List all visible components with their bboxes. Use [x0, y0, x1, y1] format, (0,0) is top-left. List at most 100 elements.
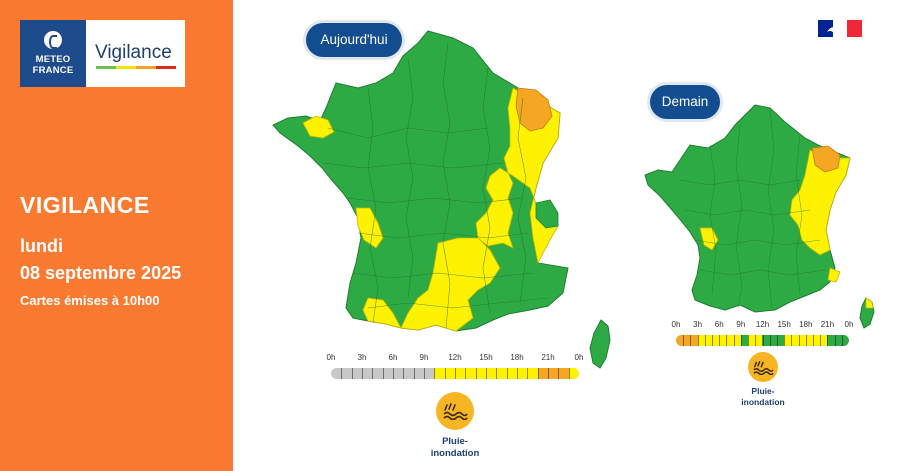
timeline-hour-label: 6h — [714, 320, 724, 329]
page-title: VIGILANCE — [20, 192, 150, 218]
timeline-segment-yellow — [434, 368, 538, 379]
timeline-tick — [740, 335, 742, 346]
timeline-tick — [496, 368, 498, 379]
map-tomorrow-department-borders — [679, 109, 826, 309]
timeline-tomorrow-bar — [676, 335, 849, 346]
tab-today[interactable]: Aujourd'hui — [306, 23, 402, 57]
timeline-tick — [341, 368, 343, 379]
timeline-tick — [558, 368, 560, 379]
map-today-corsica — [589, 319, 611, 369]
logo-text-line2: FRANCE — [32, 65, 74, 76]
map-tomorrow-orange-zone — [811, 145, 841, 173]
timeline-tick — [784, 335, 786, 346]
logo-brand-block: METEO FRANCE — [20, 20, 86, 87]
timeline-hour-label: 0h — [671, 320, 681, 329]
timeline-tick — [712, 335, 714, 346]
timeline-tick — [372, 368, 374, 379]
rain-flood-icon — [436, 392, 474, 430]
timeline-tick — [690, 335, 692, 346]
weekday: lundi — [20, 236, 63, 256]
timeline-tick — [506, 368, 508, 379]
timeline-tomorrow-ticks — [676, 335, 849, 346]
timeline-hour-label: 3h — [693, 320, 703, 329]
timeline-hour-label: 12h — [448, 353, 462, 362]
timeline-segment-green — [740, 335, 749, 346]
timeline-tick — [697, 335, 699, 346]
map-today-green-alps — [535, 199, 559, 229]
timeline-tick — [683, 335, 685, 346]
timeline-tick — [798, 335, 800, 346]
timeline-segment-orange — [676, 335, 698, 346]
timeline-segment-orange — [537, 368, 569, 379]
map-today-yellow-vendee — [355, 207, 384, 249]
timeline-tick — [769, 335, 771, 346]
meteo-france-logo[interactable]: METEO FRANCE Vigilance — [20, 20, 185, 87]
map-today-regions — [272, 30, 611, 369]
french-republic-flag-icon — [818, 20, 862, 37]
timeline-tick — [486, 368, 487, 379]
timeline-tick — [805, 335, 807, 346]
map-tomorrow[interactable] — [640, 100, 880, 340]
map-tomorrow-regions — [644, 104, 875, 329]
timeline-tick — [548, 368, 549, 379]
map-tomorrow-yellow-south — [827, 267, 841, 283]
timeline-tick — [726, 335, 728, 346]
timeline-hour-label: 15h — [479, 353, 493, 362]
hazard-tomorrow-label-line2: inondation — [741, 397, 785, 407]
timeline-tick — [776, 335, 778, 346]
map-today-yellow-brittany — [302, 115, 335, 139]
timeline-hour-label: 6h — [388, 353, 398, 362]
timeline-tick — [393, 368, 394, 379]
hazard-tomorrow-label-line1: Pluie- — [751, 386, 775, 396]
map-today[interactable] — [268, 28, 618, 373]
timeline-today-bar — [331, 368, 579, 379]
map-tomorrow-yellow-east — [789, 149, 851, 256]
timeline-today-ticks — [331, 368, 579, 379]
timeline-hour-label: 18h — [799, 320, 813, 329]
timeline-segment-yellow — [784, 335, 828, 346]
bulletin-date: 08 septembre 2025 — [20, 263, 182, 283]
timeline-hour-label: 15h — [777, 320, 791, 329]
vigilance-bar-2 — [136, 66, 156, 69]
timeline-segment-green — [827, 335, 849, 346]
timeline-tick — [568, 368, 570, 379]
timeline-tick — [444, 368, 446, 379]
timeline-hour-label: 9h — [419, 353, 429, 362]
timeline-hour-label: 9h — [736, 320, 746, 329]
timeline-tick — [733, 335, 735, 346]
timeline-hour-label: 18h — [510, 353, 524, 362]
timeline-segment-yellow — [748, 335, 763, 346]
timeline-tick — [827, 335, 829, 346]
timeline-tick — [719, 335, 721, 346]
timeline-tick — [537, 368, 539, 379]
timeline-tick — [762, 335, 764, 346]
vigilance-bar-0 — [96, 66, 116, 69]
app-name: Vigilance — [95, 42, 172, 63]
timeline-tick — [812, 335, 814, 346]
logo-text-line1: METEO — [35, 54, 71, 65]
timeline-hour-label: 0h — [326, 353, 336, 362]
timeline-tick — [475, 368, 477, 379]
timeline-tick — [820, 335, 822, 346]
timeline-segment-grey — [331, 368, 435, 379]
hazard-tomorrow[interactable]: Pluie- inondation — [735, 352, 791, 408]
issued-time: Cartes émises à 10h00 — [20, 293, 160, 308]
timeline-tick — [704, 335, 706, 346]
timeline-today-hours: 0h 3h 6h 9h 12h 15h 18h 21h 0h — [327, 353, 584, 365]
timeline-tick — [403, 368, 405, 379]
timeline-segment-green — [762, 335, 785, 346]
hazard-today-label-line1: Pluie- — [442, 436, 468, 447]
vigilance-bar-3 — [156, 66, 176, 69]
timeline-tick — [834, 335, 836, 346]
map-today-yellow-centre — [400, 237, 501, 332]
timeline-tick — [413, 368, 415, 379]
map-today-department-borders — [322, 42, 549, 329]
hazard-today-label-line2: inondation — [430, 448, 480, 459]
timeline-tick — [424, 368, 425, 379]
hazard-today[interactable]: Pluie- inondation — [425, 392, 485, 460]
timeline-tick — [465, 368, 467, 379]
tab-tomorrow[interactable]: Demain — [650, 85, 720, 119]
timeline-today: 0h 3h 6h 9h 12h 15h 18h 21h 0h — [327, 353, 584, 381]
meteo-france-emblem-icon — [44, 31, 62, 49]
